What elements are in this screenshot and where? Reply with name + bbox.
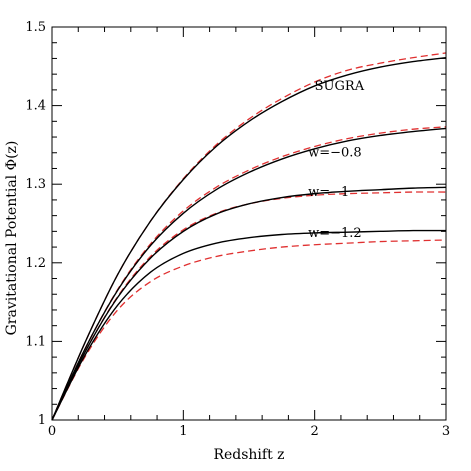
x-axis-title: Redshift z — [213, 447, 284, 463]
series-labels: SUGRA w=−0.8 w=−1 w=−1.2 — [308, 79, 365, 241]
y-tick-label: 1.2 — [25, 256, 46, 271]
series-label: SUGRA — [315, 79, 365, 94]
x-tick-label: 2 — [311, 424, 319, 439]
plot-area — [51, 52, 447, 421]
y-tick-label: 1.5 — [25, 20, 46, 35]
series-line-dashed — [51, 239, 447, 421]
x-tick-label: 1 — [179, 424, 187, 439]
x-tick-label: 3 — [442, 424, 450, 439]
axes: 0 1 2 311.11.21.31.41.5 — [25, 20, 450, 439]
series-line-dashed — [51, 52, 447, 421]
series-line-dashed — [51, 126, 447, 421]
series-label: w=−0.8 — [308, 146, 362, 161]
y-axis-title: Gravitational Potential Φ(z) — [4, 141, 20, 336]
y-tick-label: 1.4 — [25, 99, 46, 114]
series-line-solid — [51, 186, 447, 421]
y-tick-label: 1 — [38, 413, 46, 428]
y-tick-label: 1.1 — [25, 334, 46, 349]
series-label: w=−1 — [308, 185, 349, 200]
series-line-solid — [51, 127, 447, 421]
plot-frame — [51, 26, 447, 421]
x-tick-label: 0 — [48, 424, 56, 439]
y-tick-label: 1.3 — [25, 177, 46, 192]
series-line-solid — [51, 56, 447, 421]
series-line-solid — [51, 229, 447, 421]
series-label: w=−1.2 — [308, 226, 362, 241]
